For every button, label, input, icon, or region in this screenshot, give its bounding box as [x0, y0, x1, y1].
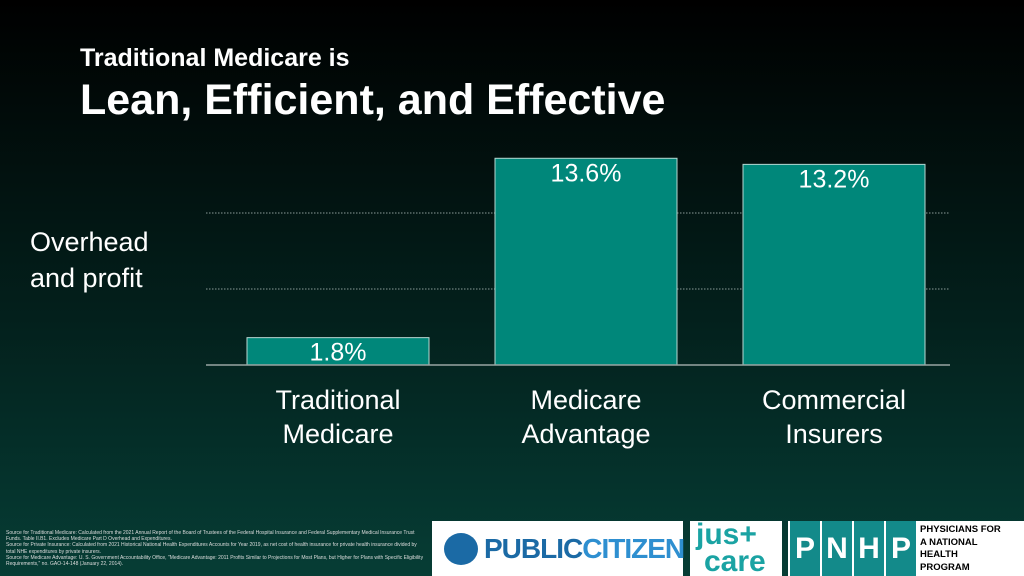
logo-word: care [704, 545, 766, 576]
logo-line: HEALTH [920, 549, 958, 560]
logo-line: PHYSICIANS FOR [920, 524, 1001, 535]
footnotes: Source for Traditional Medicare: Calcula… [6, 530, 426, 567]
public-citizen-logo: PUBLICCITIZEN [432, 521, 685, 576]
logo-letter: H [854, 521, 884, 576]
value-label: 1.8% [310, 339, 367, 367]
x-tick-label: Medicare Advantage [521, 385, 651, 449]
value-label: 13.2% [799, 165, 870, 193]
logo-text: PUBLICCITIZEN [484, 533, 685, 565]
logo-word: PUBLIC [484, 533, 583, 564]
title: Lean, Efficient, and Effective [80, 76, 666, 124]
logo-word: CITIZEN [582, 533, 685, 564]
logo-word: jus+ [696, 518, 757, 551]
logo-line: PROGRAM [920, 561, 970, 573]
pnhp-logo: P N H P PHYSICIANS FOR A NATIONAL HEALTH… [788, 521, 1024, 576]
logo-icon [444, 533, 478, 565]
footnote: Source for Traditional Medicare: Calcula… [6, 530, 415, 543]
logo-line: A NATIONAL [920, 536, 978, 548]
footnote: Source for Medicare Advantage: U. S. Gov… [6, 554, 424, 568]
supertitle: Traditional Medicare is [80, 44, 350, 72]
footnote: Source for Private Insurance: Calculated… [6, 542, 417, 555]
y-axis-label: Overhead and profit [30, 227, 149, 293]
bar [494, 157, 678, 366]
bar [742, 163, 926, 366]
pnhp-name: PHYSICIANS FOR A NATIONAL HEALTH PROGRAM [920, 524, 1001, 574]
x-tick-label: Traditional Medicare [275, 385, 401, 449]
logo-letter: N [822, 521, 852, 576]
logo-letter: P [790, 521, 820, 576]
just-care-logo: jus+ care [690, 518, 782, 576]
x-tick-label: Commercial Insurers [761, 385, 907, 449]
logo-letter: P [886, 521, 916, 576]
pnhp-letters: P N H P [790, 521, 916, 576]
value-label: 13.6% [551, 159, 622, 187]
